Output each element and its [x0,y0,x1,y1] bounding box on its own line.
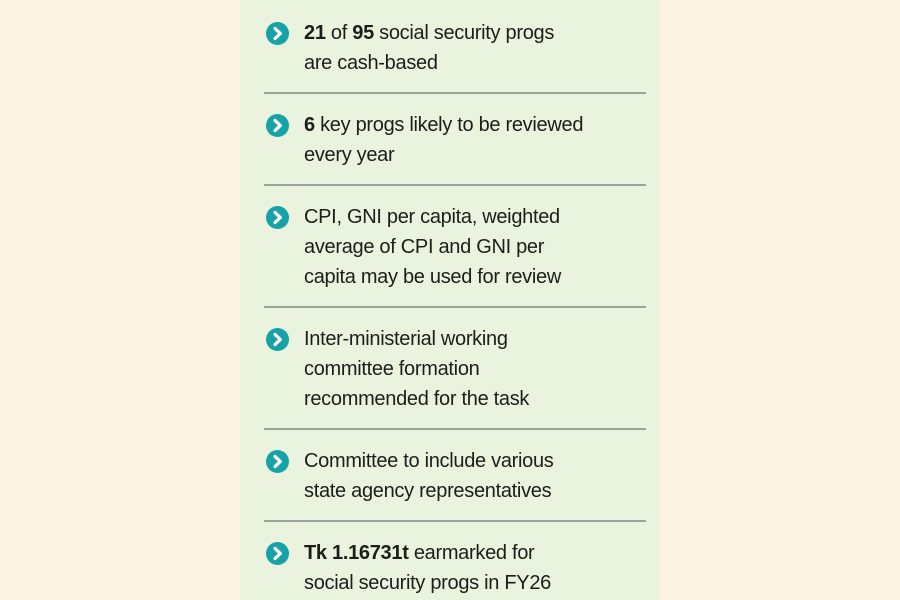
list-item-line: social security progs in FY26 [304,572,551,594]
bullet-list: 21 of 95 social security progs are cash-b… [240,0,660,600]
list-item: Tk 1.16731t earmarked for social security… [264,522,646,600]
list-item-text: CPI, GNI per capita, weighted average of … [304,202,561,292]
list-item-text: Tk 1.16731t earmarked for social security… [304,538,551,598]
chevron-right-icon [266,450,289,473]
list-item-line: 6 key progs likely to be reviewed [304,114,584,136]
infographic-panel: 21 of 95 social security progs are cash-b… [240,0,660,600]
list-item: Committee to include various state agency… [264,430,646,522]
chevron-right-icon [266,22,289,45]
list-item-line: every year [304,144,395,166]
list-item-line: 21 of 95 social security progs [304,22,555,44]
list-item-line: Tk 1.16731t earmarked for [304,542,535,564]
list-item-text: 6 key progs likely to be reviewed every y… [304,110,583,170]
list-item-line: CPI, GNI per capita, weighted [304,206,560,228]
list-item-line: average of CPI and GNI per [304,236,545,258]
list-item-line: are cash-based [304,52,438,74]
list-item: Inter-ministerial working committee forma… [264,308,646,430]
chevron-right-icon [266,114,289,137]
list-item: CPI, GNI per capita, weighted average of … [264,186,646,308]
list-item-line: Inter-ministerial working [304,328,508,350]
chevron-right-icon [266,542,289,565]
list-item-text: Inter-ministerial working committee forma… [304,324,529,414]
chevron-right-icon [266,206,289,229]
list-item: 21 of 95 social security progs are cash-b… [264,2,646,94]
chevron-right-icon [266,328,289,351]
list-item-line: Committee to include various [304,450,554,472]
list-item-line: committee formation [304,358,480,380]
list-item-line: capita may be used for review [304,266,561,288]
list-item-text: Committee to include various state agency… [304,446,554,506]
list-item: 6 key progs likely to be reviewed every y… [264,94,646,186]
list-item-line: recommended for the task [304,388,530,410]
list-item-text: 21 of 95 social security progs are cash-b… [304,18,554,78]
list-item-line: state agency representatives [304,480,552,502]
